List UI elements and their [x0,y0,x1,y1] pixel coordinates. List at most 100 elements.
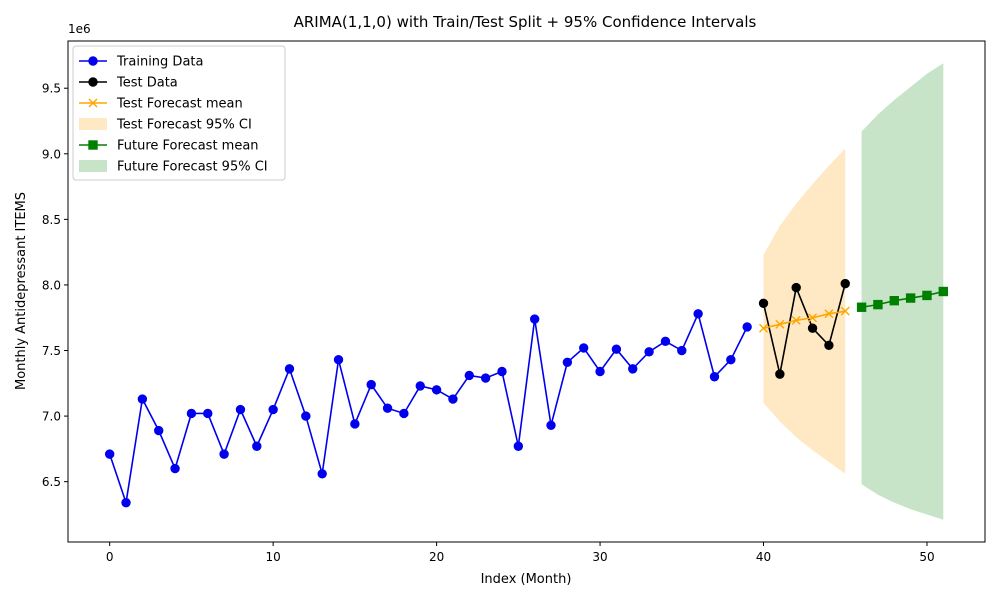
training-data-point [611,344,622,354]
test-data-line [762,283,847,375]
legend-marker-test-data [88,77,98,87]
training-data-point [186,408,197,419]
y-tick-label: 8.0 [42,278,61,292]
training-data-point [693,309,703,319]
test-forecast-mean-point [840,306,850,316]
training-data-point [513,441,524,451]
y-tick-label: 8.5 [42,213,61,227]
y-tick-label: 6.5 [42,475,61,489]
y-tick-label: 9.5 [42,82,61,96]
training-data-point [284,364,295,374]
training-data-point [480,373,491,383]
training-data-point [301,411,311,421]
legend-item-training-data: Training Data [79,55,203,70]
test-data-point [775,369,785,379]
test-forecast-mean-point-stroke-b [824,309,834,319]
test-forecast-mean-point [824,309,834,319]
test-data-series [758,278,850,379]
training-data-point [677,345,687,356]
x-tick-label: 40 [756,550,771,564]
legend-item-test-data: Test Data [79,76,178,91]
y-axis-label: Monthly Antidepressant ITEMS [14,192,29,390]
test-forecast-mean-point-stroke-b [775,319,785,329]
legend-label-training-data: Training Data [116,55,203,70]
test-forecast-95-ci-band [763,148,846,474]
legend-item-future-forecast-95-ci: Future Forecast 95% CI [79,160,268,175]
training-data-point [595,366,605,377]
x-tick-label: 0 [106,550,114,564]
training-data-point [529,314,540,324]
legend-swatch-test-forecast-95-ci [79,118,107,130]
training-data-point [415,381,425,391]
test-data-point [840,278,850,289]
training-data-point [317,469,327,479]
legend-box [72,45,286,181]
training-data-point [203,408,213,419]
training-data-point [464,370,474,381]
legend-label-future-forecast-mean: Future Forecast mean [117,139,259,154]
training-data-point [726,354,736,365]
future-forecast-95-ci-band [861,63,944,520]
future-forecast-mean-point [889,295,899,306]
future-forecast-mean-point [938,286,949,297]
test-forecast-mean-point-stroke-b [808,313,818,323]
axes-frame [67,40,986,543]
test-data-point [807,323,818,333]
test-data-point [758,298,769,309]
training-data-point [154,425,164,436]
x-tick-label: 50 [919,550,934,564]
legend-item-test-forecast-95-ci: Test Forecast 95% CI [79,118,252,133]
test-forecast-mean-point [759,323,769,333]
y-tick-label: 9.0 [42,147,61,161]
legend-label-future-forecast-95-ci: Future Forecast 95% CI [117,160,268,175]
x-tick-label: 20 [429,550,444,564]
training-data-point [399,408,409,419]
x-tick-label: 30 [592,550,607,564]
training-data-point [382,403,393,413]
legend-marker-training-data [88,56,98,66]
training-data-point [644,347,654,357]
future-forecast-mean-point [873,299,883,310]
test-forecast-mean-point [791,315,801,325]
plot-area [104,63,949,520]
training-data-point [579,343,589,353]
test-forecast-mean-point [775,319,785,329]
training-data-point [170,463,180,474]
test-forecast-mean-point-stroke-b [791,315,801,325]
legend-label-test-forecast-mean: Test Forecast mean [116,97,243,112]
training-data-point [137,394,148,404]
training-data-point [431,385,442,395]
legend-label-test-data: Test Data [116,76,178,91]
training-data-point [219,449,229,459]
training-data-point [121,497,131,508]
training-data-point [562,357,573,368]
legend-marker-future-forecast-mean [88,140,98,150]
training-data-point [497,366,507,377]
future-forecast-mean-point [922,290,932,301]
training-data-point [628,364,638,374]
test-forecast-mean-point-stroke-b [840,306,850,316]
training-data-point [350,419,360,429]
legend-label-test-forecast-95-ci: Test Forecast 95% CI [116,118,252,133]
test-forecast-mean-line [763,310,846,330]
test-data-point [824,340,834,350]
test-forecast-mean-point-stroke-b [759,323,769,333]
training-data-point [268,404,278,415]
training-data-point [546,420,556,430]
training-data-point [104,449,115,459]
legend: Training Data Test Data Test Forecast mean… [72,45,286,181]
training-data-point [742,322,752,332]
legend-item-test-forecast-mean: Test Forecast mean [79,97,243,112]
legend-item-future-forecast-mean: Future Forecast mean [79,139,259,154]
legend-marker-test-forecast-mean-stroke-b [88,98,98,108]
training-data-point [660,336,671,347]
test-forecast-mean-series [759,306,850,333]
future-forecast-mean-point [856,302,867,312]
y-tick-label: 7.5 [42,344,61,358]
training-data-point [448,394,458,404]
x-tick-label: 10 [265,550,280,564]
training-data-point [366,379,376,390]
training-data-point [235,404,246,415]
legend-marker-test-forecast-mean [88,98,98,108]
